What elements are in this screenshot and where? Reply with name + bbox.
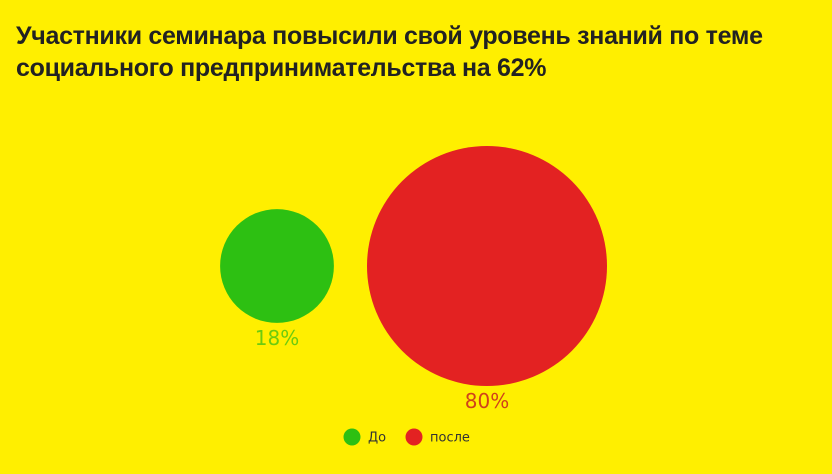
legend-label-before: До: [368, 431, 386, 446]
legend-marker-after: [405, 428, 423, 446]
chart-title: Участники семинара повысили свой уровень…: [16, 22, 763, 82]
legend-label-after: после: [430, 431, 470, 446]
bubble-after: [367, 146, 607, 386]
data-labels-group: 18% 80%: [255, 326, 509, 413]
bubbles-group: [220, 146, 607, 386]
legend-marker-before: [343, 428, 361, 446]
data-label-after: 80%: [465, 389, 509, 413]
bubble-before: [220, 209, 334, 323]
legend: До после: [343, 428, 470, 446]
data-label-before: 18%: [255, 326, 299, 350]
